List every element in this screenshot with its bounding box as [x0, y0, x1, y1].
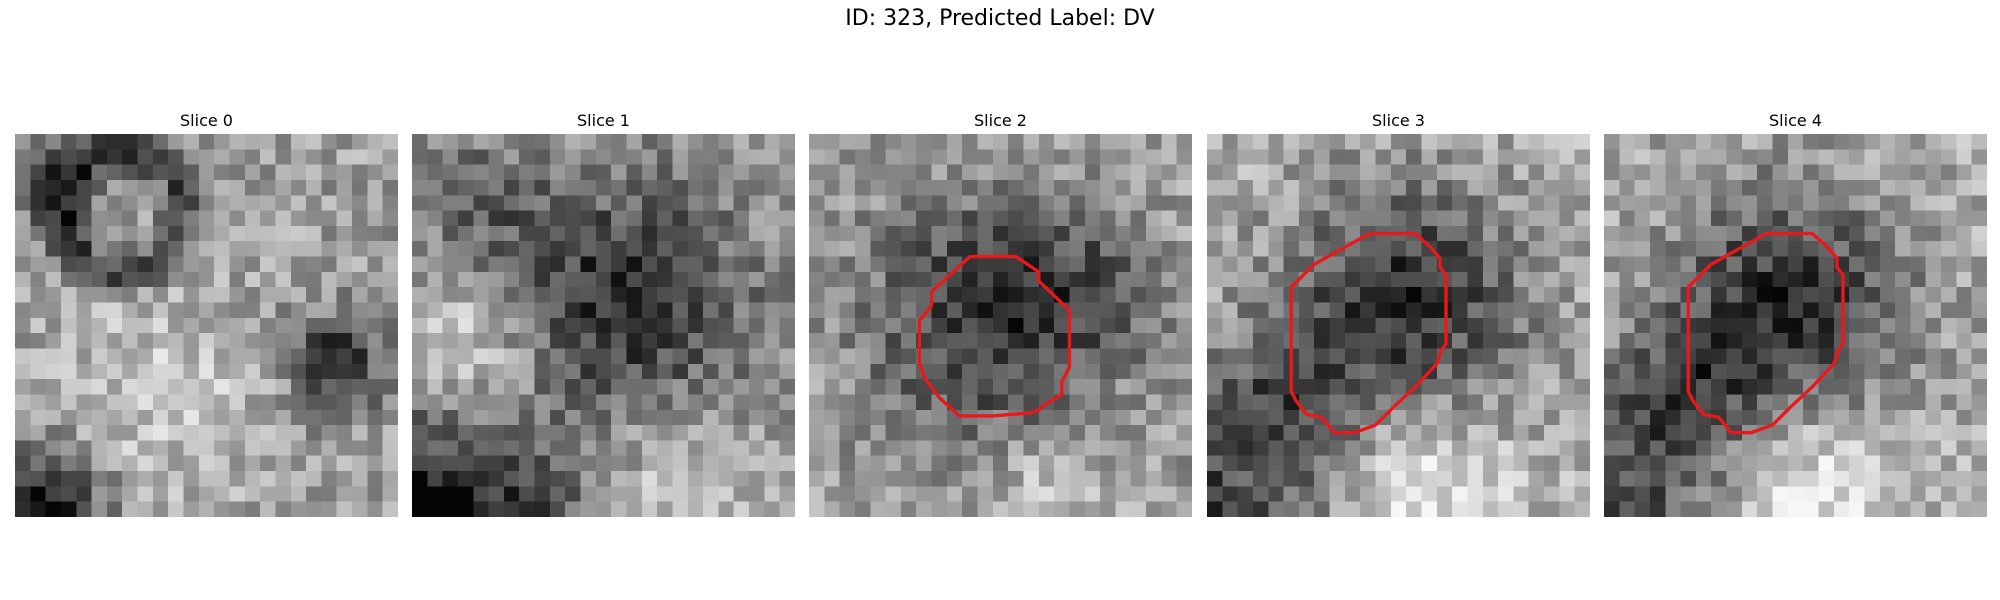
- slice-pixel-grid: [809, 134, 1192, 517]
- slice-image: [1207, 134, 1590, 517]
- slice-title: Slice 0: [15, 110, 398, 134]
- slice-title: Slice 3: [1207, 110, 1590, 134]
- slice-pixel-grid: [1604, 134, 1987, 517]
- slice-pixel-grid: [412, 134, 795, 517]
- slice-panel-2: Slice 2: [809, 110, 1192, 134]
- slice-image: [1604, 134, 1987, 517]
- slice-panel-4: Slice 4: [1604, 110, 1987, 134]
- slice-pixel-grid: [1207, 134, 1590, 517]
- slice-title: Slice 2: [809, 110, 1192, 134]
- slice-panel-0: Slice 0: [15, 110, 398, 134]
- slice-pixel-grid: [15, 134, 398, 517]
- slice-title: Slice 4: [1604, 110, 1987, 134]
- figure-title: ID: 323, Predicted Label: DV: [0, 6, 2000, 31]
- slice-image: [15, 134, 398, 517]
- slice-title: Slice 1: [412, 110, 795, 134]
- slice-image: [809, 134, 1192, 517]
- slice-image: [412, 134, 795, 517]
- slice-panel-3: Slice 3: [1207, 110, 1590, 134]
- slice-panel-1: Slice 1: [412, 110, 795, 134]
